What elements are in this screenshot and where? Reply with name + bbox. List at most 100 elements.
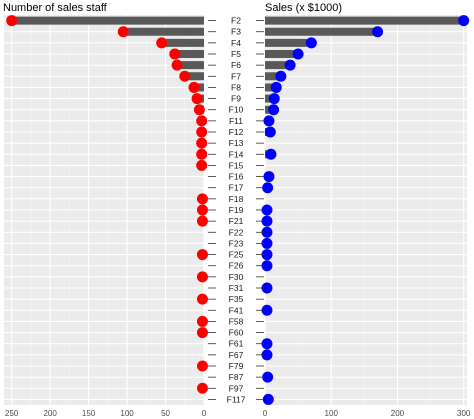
point-F87	[262, 371, 274, 383]
point-F9	[268, 93, 280, 105]
category-label: F117	[227, 394, 246, 404]
category-label: F15	[229, 160, 244, 170]
x-tick-label: 100	[120, 409, 134, 418]
category-label: F22	[229, 227, 244, 237]
x-tick-label: 100	[325, 409, 339, 418]
point-F61	[261, 338, 273, 350]
point-F4	[156, 37, 168, 49]
category-label: F2	[231, 16, 241, 26]
category-label: F26	[229, 261, 244, 271]
category-label: F8	[231, 82, 241, 92]
category-label: F35	[229, 294, 244, 304]
category-label: F60	[229, 328, 244, 338]
point-F19	[196, 204, 208, 216]
category-label: F14	[229, 149, 244, 159]
category-label: F6	[231, 60, 241, 70]
point-F25	[196, 249, 208, 261]
x-tick-label: 150	[82, 409, 96, 418]
point-F31	[261, 282, 273, 294]
point-F5	[169, 48, 181, 60]
point-F7	[179, 70, 191, 82]
x-tick-label: 50	[161, 409, 170, 418]
point-F16	[263, 171, 275, 183]
category-label: F5	[231, 49, 241, 59]
point-F17	[262, 182, 274, 194]
point-F3	[372, 26, 384, 38]
right-panel: 0 100 200 300	[261, 15, 471, 418]
point-F2	[6, 15, 18, 27]
category-label: F97	[229, 383, 244, 393]
x-tick-label: 200	[43, 409, 57, 418]
category-label: F16	[229, 172, 244, 182]
x-tick-label: 250	[5, 409, 19, 418]
category-label: F17	[229, 183, 244, 193]
point-F14	[265, 148, 277, 160]
point-F12	[264, 126, 276, 138]
left-chart-title: Number of sales staff	[3, 2, 108, 14]
category-label: F18	[229, 194, 244, 204]
category-label: F25	[229, 250, 244, 260]
point-F97	[196, 382, 208, 394]
point-F13	[196, 137, 208, 149]
point-F9	[191, 93, 203, 105]
point-F8	[188, 81, 200, 93]
category-label: F87	[229, 372, 244, 382]
point-F12	[196, 126, 208, 138]
point-F25	[261, 249, 273, 261]
category-label: F67	[229, 350, 244, 360]
category-label: F7	[231, 71, 241, 81]
point-F21	[261, 215, 273, 227]
point-F21	[196, 215, 208, 227]
point-F79	[196, 360, 208, 372]
x-tick-label: 0	[202, 409, 207, 418]
point-F10	[193, 104, 205, 116]
category-label: F10	[229, 105, 244, 115]
x-tick-label: 0	[263, 409, 268, 418]
category-label: F79	[229, 361, 244, 371]
category-label: F19	[229, 205, 244, 215]
point-F23	[261, 237, 273, 249]
category-label: F23	[229, 238, 244, 248]
category-label: F61	[229, 339, 244, 349]
point-F67	[261, 349, 273, 361]
x-tick-label: 200	[391, 409, 405, 418]
point-F5	[292, 48, 304, 60]
point-F11	[196, 115, 208, 127]
category-label: F11	[229, 116, 243, 126]
point-F19	[261, 204, 273, 216]
point-F2	[458, 15, 470, 27]
category-label: F13	[229, 138, 244, 148]
point-F8	[270, 81, 282, 93]
category-label: F30	[229, 272, 244, 282]
right-chart-title: Sales (x $1000)	[265, 2, 342, 14]
point-F3	[117, 26, 129, 38]
point-F10	[268, 104, 280, 116]
category-label: F58	[229, 316, 244, 326]
point-F60	[196, 327, 208, 339]
category-label: F31	[229, 283, 244, 293]
point-F7	[275, 70, 287, 82]
x-tick-label: 300	[457, 409, 471, 418]
point-F6	[284, 59, 296, 71]
point-F15	[196, 159, 208, 171]
point-F14	[196, 148, 208, 160]
point-F11	[263, 115, 275, 127]
category-label: F41	[229, 305, 244, 315]
category-label: F3	[231, 27, 241, 37]
point-F18	[196, 193, 208, 205]
point-F4	[305, 37, 317, 49]
point-F117	[262, 393, 274, 405]
category-label: F21	[229, 216, 244, 226]
left-panel: 250 200 150 100 50 0	[4, 15, 208, 418]
point-F41	[261, 304, 273, 316]
category-label: F12	[229, 127, 244, 137]
point-F6	[171, 59, 183, 71]
category-label: F4	[231, 38, 241, 48]
point-F58	[196, 315, 208, 327]
point-F22	[261, 226, 273, 238]
category-label: F9	[231, 94, 241, 104]
point-F26	[261, 260, 273, 272]
point-F35	[196, 293, 208, 305]
